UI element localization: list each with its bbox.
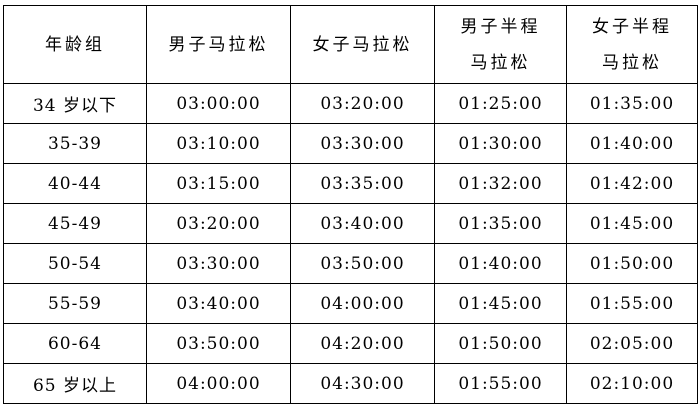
time-cell: 03:50:00	[290, 243, 435, 284]
header-row: 年龄组 男子马拉松 女子马拉松 男子半程马拉松 女子半程马拉松	[3, 5, 698, 84]
time-cell: 03:30:00	[290, 123, 435, 164]
time-cell: 03:00:00	[146, 83, 291, 124]
time-cell: 03:40:00	[146, 283, 291, 324]
time-cell: 01:25:00	[434, 83, 567, 124]
table-row: 55-59 03:40:00 04:00:00 01:45:00 01:55:00	[3, 283, 698, 324]
time-cell: 02:05:00	[566, 323, 698, 364]
time-cell: 01:35:00	[566, 83, 698, 124]
time-cell: 01:42:00	[566, 163, 698, 204]
table-row: 50-54 03:30:00 03:50:00 01:40:00 01:50:00	[3, 243, 698, 284]
time-cell: 04:00:00	[146, 363, 291, 404]
age-group-cell: 60-64	[3, 323, 147, 364]
time-cell: 03:40:00	[290, 203, 435, 244]
time-cell: 04:20:00	[290, 323, 435, 364]
time-cell: 03:15:00	[146, 163, 291, 204]
table-row: 65 岁以上 04:00:00 04:30:00 01:55:00 02:10:00	[3, 363, 698, 404]
header-women-half-marathon: 女子半程 马拉松	[566, 5, 698, 84]
age-group-cell: 34 岁以下	[3, 83, 147, 124]
time-cell: 04:00:00	[290, 283, 435, 324]
time-cell: 03:30:00	[146, 243, 291, 284]
time-cell: 01:40:00	[434, 243, 567, 284]
time-cell: 01:32:00	[434, 163, 567, 204]
header-age-group: 年龄组	[3, 5, 147, 84]
time-cell: 01:40:00	[566, 123, 698, 164]
time-cell: 02:10:00	[566, 363, 698, 404]
age-group-cell: 55-59	[3, 283, 147, 324]
time-cell: 01:55:00	[566, 283, 698, 324]
time-cell: 01:55:00	[434, 363, 567, 404]
time-cell: 03:35:00	[290, 163, 435, 204]
time-cell: 03:10:00	[146, 123, 291, 164]
header-women-marathon: 女子马拉松	[290, 5, 435, 84]
age-group-cell: 35-39	[3, 123, 147, 164]
header-label: 马拉松	[470, 52, 531, 73]
table-row: 35-39 03:10:00 03:30:00 01:30:00 01:40:00	[3, 123, 698, 164]
age-group-cell: 50-54	[3, 243, 147, 284]
time-cell: 03:20:00	[146, 203, 291, 244]
header-label: 男子半程	[460, 16, 541, 37]
table-row: 45-49 03:20:00 03:40:00 01:35:00 01:45:00	[3, 203, 698, 244]
time-cell: 01:45:00	[434, 283, 567, 324]
qualifying-times-table: 年龄组 男子马拉松 女子马拉松 男子半程 马拉松 女子半程 马拉松 34 岁以下 03…	[3, 5, 698, 404]
table-row: 40-44 03:15:00 03:35:00 01:32:00 01:42:00	[3, 163, 698, 204]
time-cell: 01:50:00	[434, 323, 567, 364]
header-men-marathon: 男子马拉松	[146, 5, 291, 84]
time-cell: 01:35:00	[434, 203, 567, 244]
table-row: 60-64 03:50:00 04:20:00 01:50:00 02:05:00	[3, 323, 698, 364]
age-group-cell: 40-44	[3, 163, 147, 204]
header-label: 年龄组	[45, 34, 105, 55]
header-label: 女子马拉松	[312, 34, 413, 55]
time-cell: 01:30:00	[434, 123, 567, 164]
header-label: 男子马拉松	[168, 34, 269, 55]
header-label: 马拉松	[602, 52, 662, 73]
header-men-half-marathon: 男子半程 马拉松	[434, 5, 567, 84]
table-row: 34 岁以下 03:00:00 03:20:00 01:25:00 01:35:00	[3, 83, 698, 124]
time-cell: 01:50:00	[566, 243, 698, 284]
time-cell: 03:50:00	[146, 323, 291, 364]
header-label: 女子半程	[592, 16, 672, 37]
time-cell: 01:45:00	[566, 203, 698, 244]
time-cell: 04:30:00	[290, 363, 435, 404]
age-group-cell: 65 岁以上	[3, 363, 147, 404]
time-cell: 03:20:00	[290, 83, 435, 124]
age-group-cell: 45-49	[3, 203, 147, 244]
